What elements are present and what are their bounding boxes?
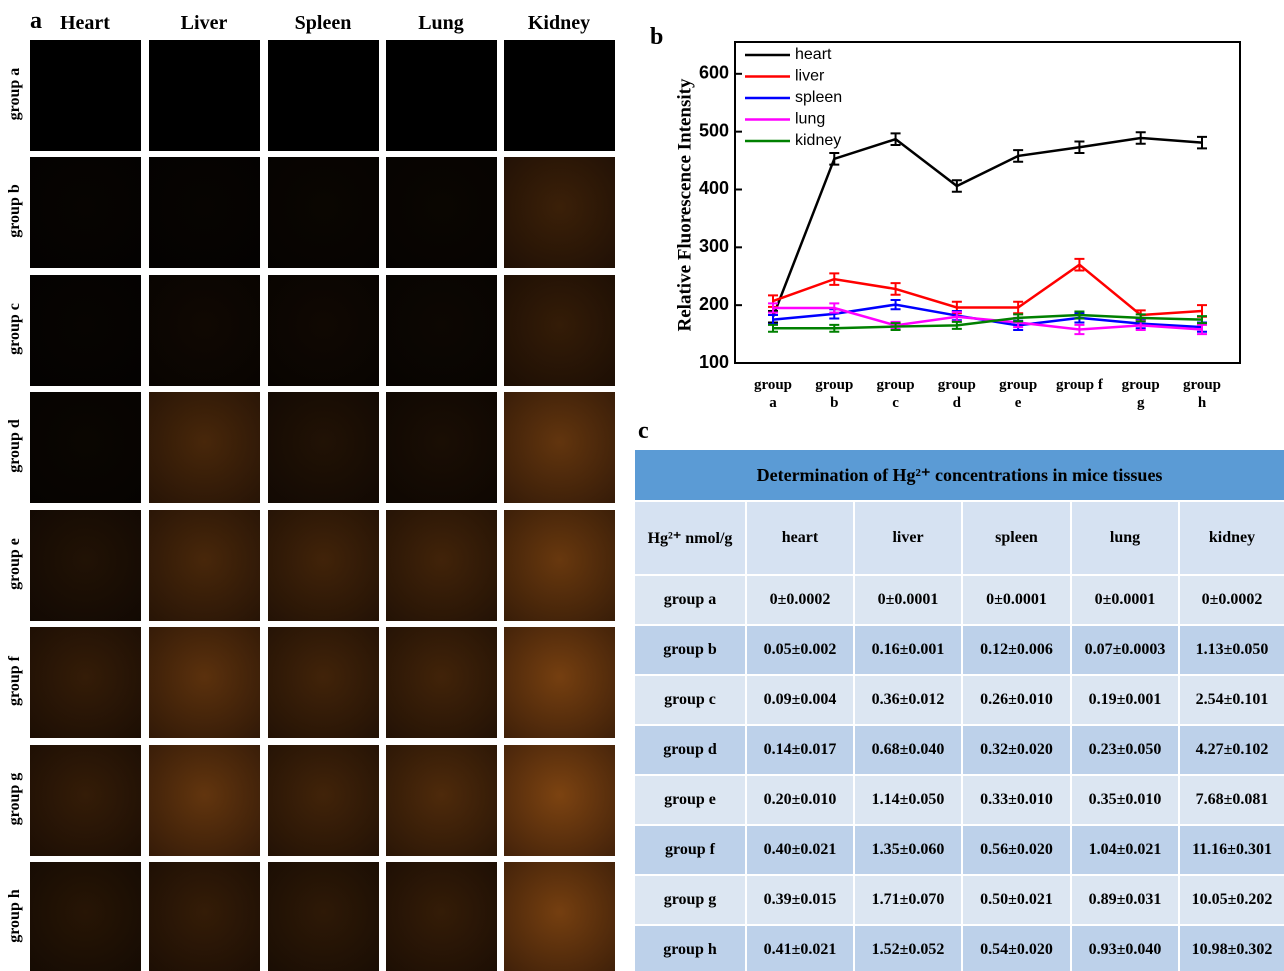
y-tick-label: 300 (699, 236, 729, 256)
legend-label: kidney (795, 132, 841, 149)
table-cell: 0.05±0.002 (746, 625, 854, 675)
table-cell: group c (634, 675, 746, 725)
table-row: group d0.14±0.0170.68±0.0400.32±0.0200.2… (634, 725, 1284, 775)
x-tick-label: group e (994, 376, 1042, 412)
table-cell: 0.68±0.040 (854, 725, 962, 775)
table-cell: group h (634, 925, 746, 971)
table-cell: group a (634, 575, 746, 625)
table-cell: 0.89±0.031 (1071, 875, 1179, 925)
table-cell: 0±0.0002 (746, 575, 854, 625)
legend-label: liver (795, 68, 825, 85)
table-cell: kidney (1179, 501, 1284, 575)
series-line (773, 265, 1202, 315)
table-row: group h0.41±0.0211.52±0.0520.54±0.0200.9… (634, 925, 1284, 971)
table-cell: 7.68±0.081 (1179, 775, 1284, 825)
table-cell: 0.20±0.010 (746, 775, 854, 825)
x-tick-label: group c (872, 376, 920, 412)
y-tick-label: 100 (699, 352, 729, 372)
table-cell: liver (854, 501, 962, 575)
y-axis-label: Relative Fluorescence Intensity (674, 78, 695, 331)
table-cell: lung (1071, 501, 1179, 575)
table-cell: 0.19±0.001 (1071, 675, 1179, 725)
table-cell: 0.36±0.012 (854, 675, 962, 725)
table-cell: 0.54±0.020 (962, 925, 1071, 971)
table-cell: 0.16±0.001 (854, 625, 962, 675)
table-cell: 10.98±0.302 (1179, 925, 1284, 971)
table-cell: heart (746, 501, 854, 575)
table-cell: 0.12±0.006 (962, 625, 1071, 675)
table-cell: group d (634, 725, 746, 775)
table-cell: 0.40±0.021 (746, 825, 854, 875)
table-cell: 0.41±0.021 (746, 925, 854, 971)
y-tick-label: 600 (699, 63, 729, 83)
table-cell: 1.04±0.021 (1071, 825, 1179, 875)
table-row: group b0.05±0.0020.16±0.0010.12±0.0060.0… (634, 625, 1284, 675)
table-cell: 0.26±0.010 (962, 675, 1071, 725)
table-cell: 10.05±0.202 (1179, 875, 1284, 925)
table-cell: group b (634, 625, 746, 675)
table-cell: group g (634, 875, 746, 925)
x-tick-label: group d (933, 376, 981, 412)
x-tick-label: group b (810, 376, 858, 412)
table-cell: 1.71±0.070 (854, 875, 962, 925)
x-tick-label: group h (1178, 376, 1226, 412)
legend-label: spleen (795, 89, 842, 106)
table-cell: 1.52±0.052 (854, 925, 962, 971)
y-tick-label: 500 (699, 120, 729, 140)
figure: a b c HeartLiverSpleenLungKidneygroup ag… (0, 0, 1284, 971)
table-cell: 0±0.0002 (1179, 575, 1284, 625)
x-tick-label: group g (1117, 376, 1165, 412)
table-cell: group f (634, 825, 746, 875)
table-cell: 0.32±0.020 (962, 725, 1071, 775)
data-table: Determination of Hg²⁺ concentrations in … (633, 448, 1284, 971)
table-cell: 0.39±0.015 (746, 875, 854, 925)
table-cell: 0.50±0.021 (962, 875, 1071, 925)
table-cell: 2.54±0.101 (1179, 675, 1284, 725)
table-cell: 0±0.0001 (1071, 575, 1179, 625)
table-cell: spleen (962, 501, 1071, 575)
table-cell: 1.14±0.050 (854, 775, 962, 825)
table-cell: 0.33±0.010 (962, 775, 1071, 825)
x-tick-label: group a (749, 376, 797, 412)
table-cell: 0.14±0.017 (746, 725, 854, 775)
legend-label: lung (795, 111, 825, 128)
table-cell: 0.07±0.0003 (1071, 625, 1179, 675)
table-cell: 0.09±0.004 (746, 675, 854, 725)
table-cell: 1.13±0.050 (1179, 625, 1284, 675)
x-tick-label: group f (1055, 376, 1103, 394)
table-cell: group e (634, 775, 746, 825)
table-cell: 1.35±0.060 (854, 825, 962, 875)
table-cell: 0.93±0.040 (1071, 925, 1179, 971)
table-cell: 0±0.0001 (962, 575, 1071, 625)
y-tick-label: 400 (699, 178, 729, 198)
table-cell: 4.27±0.102 (1179, 725, 1284, 775)
table-cell: 0.23±0.050 (1071, 725, 1179, 775)
table-title: Determination of Hg²⁺ concentrations in … (634, 449, 1284, 501)
table-cell: 0.56±0.020 (962, 825, 1071, 875)
table-cell: 0±0.0001 (854, 575, 962, 625)
y-tick-label: 200 (699, 294, 729, 314)
table-cell: 0.35±0.010 (1071, 775, 1179, 825)
table-cell: Hg²⁺ nmol/g (634, 501, 746, 575)
legend-label: heart (795, 46, 832, 63)
table-cell: 11.16±0.301 (1179, 825, 1284, 875)
